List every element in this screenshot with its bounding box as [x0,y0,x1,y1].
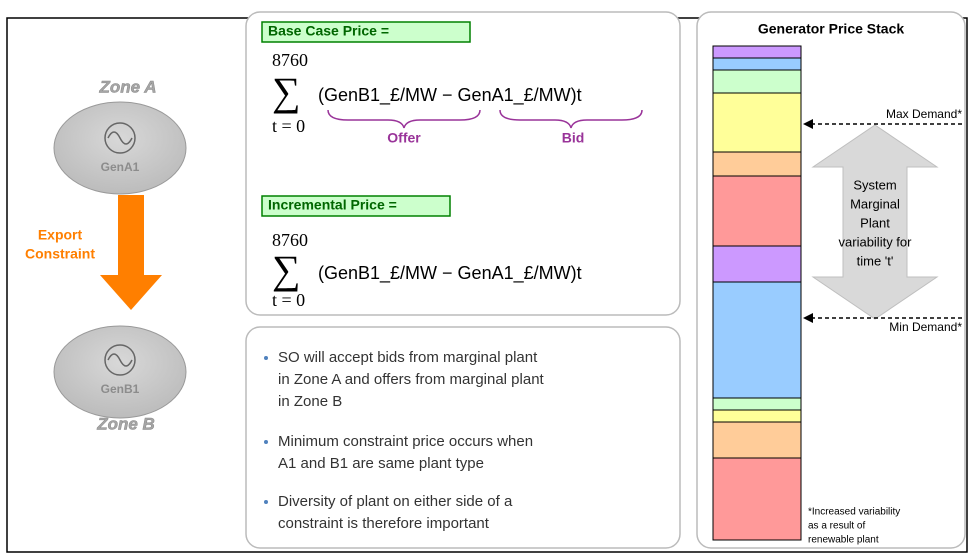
price-stack [712,45,802,541]
sine-icon [107,353,133,367]
sum-upper: 8760 [272,230,308,250]
bullet-dot [264,356,268,360]
stack-segment [712,421,802,459]
variability-line: System [853,177,896,192]
formula-panel [245,11,681,316]
generator-icon [104,344,136,376]
zone-ellipse [53,101,187,195]
bullet-list: SO will accept bids from marginal plant i… [264,349,545,532]
variability-line: time 't' [857,253,894,268]
export-label: Constraint [25,246,95,262]
zone-label: Zone B [96,414,155,433]
variability-line: variability for [839,234,913,249]
sum-lower: t = 0 [272,290,305,310]
stack-title: Generator Price Stack [758,21,905,37]
brace [327,109,481,129]
brace-label: Bid [562,130,585,146]
generator-label: GenA1 [101,160,140,174]
sum-lower: t = 0 [272,116,305,136]
bullet-dot [264,500,268,504]
formula-label: Base Case Price = [268,23,389,39]
brace [499,109,643,129]
min-demand-label: Min Demand* [889,320,962,334]
sigma: ∑ [272,69,301,114]
bullet-text: constraint is therefore important [278,515,490,532]
sum-upper: 8760 [272,50,308,70]
stack-segment [712,409,802,423]
sigma: ∑ [272,247,301,292]
zone-ellipse [53,325,187,419]
footnote-line: renewable plant [808,535,879,546]
sine-icon [107,131,133,145]
bullet-text: Diversity of plant on either side of a [278,493,513,510]
stack-segment [712,245,802,283]
bullet-dot [264,440,268,444]
label-box [261,21,471,43]
bullet-text: in Zone B [278,393,342,410]
variability-line: Marginal [850,196,900,211]
label-box [261,195,451,217]
export-label: Export [38,227,83,243]
max-demand-label: Max Demand* [886,107,962,121]
footnote-line: *Increased variability [808,507,900,518]
variability-arrow [811,124,939,320]
footnote: *Increased variability as a result of rene… [808,507,900,546]
bullets-panel [245,326,681,549]
formula-expr: (GenB1_£/MW − GenA1_£/MW)t [318,263,582,284]
export-arrow [100,195,162,310]
bullet-text: A1 and B1 are same plant type [278,455,484,472]
zone-label: Zone A [99,77,157,96]
variability-text: System Marginal Plant variability for time '… [839,177,913,268]
stack-segment [712,92,802,153]
stack-segment [712,457,802,541]
stack-segment [712,57,802,71]
variability-line: Plant [860,215,890,230]
bullet-text: in Zone A and offers from marginal plant [278,371,545,388]
generator-icon [104,122,136,154]
bullet-text: Minimum constraint price occurs when [278,433,533,450]
stack-segment [712,45,802,59]
stack-segment [712,175,802,247]
stack-segment [712,151,802,177]
generator-label: GenB1 [101,382,140,396]
stack-segment [712,397,802,411]
formula-expr: (GenB1_£/MW − GenA1_£/MW)t [318,85,582,106]
brace-label: Offer [387,130,421,146]
footnote-line: as a result of [808,521,865,532]
formula-label: Incremental Price = [268,197,397,213]
stack-segment [712,281,802,399]
arrow-head [803,313,813,323]
bullet-text: SO will accept bids from marginal plant [278,349,538,366]
arrow-head [803,119,813,129]
stack-segment [712,69,802,94]
